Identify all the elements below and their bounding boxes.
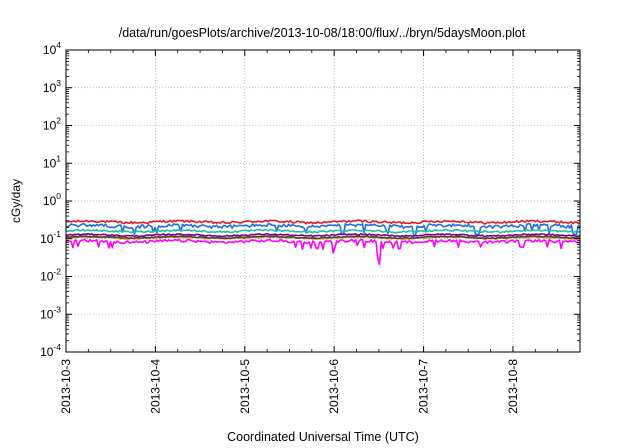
x-tick-label: 2013-10-5 (238, 359, 252, 414)
y-tick-label: 104 (43, 40, 61, 57)
y-axis: 10-4 10-3 10-2 10-1 100 101 102 103 104 (40, 40, 580, 359)
x-tick-label: 2013-10-6 (327, 359, 341, 414)
series-line (65, 228, 581, 234)
gridlines (66, 50, 580, 352)
x-axis-label: Coordinated Universal Time (UTC) (227, 430, 419, 444)
x-tick-label: 2013-10-7 (417, 359, 431, 414)
x-tick-label: 2013-10-4 (148, 359, 162, 414)
x-tick-label: 2013-10-3 (59, 359, 73, 414)
series-line (65, 238, 581, 266)
data-series (65, 219, 581, 266)
y-tick-label: 100 (43, 191, 61, 208)
chart-title: /data/run/goesPlots/archive/2013-10-08/1… (119, 26, 526, 40)
y-tick-label: 10-2 (40, 267, 61, 284)
series-line (65, 219, 581, 225)
series-line (65, 232, 581, 238)
y-tick-label: 103 (43, 78, 61, 95)
y-tick-label: 10-1 (40, 229, 61, 246)
y-axis-label: cGy/day (9, 179, 23, 223)
y-tick-label: 101 (43, 153, 61, 170)
y-tick-label: 102 (43, 116, 61, 133)
series-line (65, 235, 581, 240)
x-axis: 2013-10-3 2013-10-4 2013-10-5 2013-10-6 2013… (59, 50, 559, 414)
y-tick-label: 10-3 (40, 304, 61, 321)
y-tick-label: 10-4 (40, 342, 61, 359)
x-tick-label: 2013-10-8 (506, 359, 520, 414)
series-line (65, 222, 581, 237)
